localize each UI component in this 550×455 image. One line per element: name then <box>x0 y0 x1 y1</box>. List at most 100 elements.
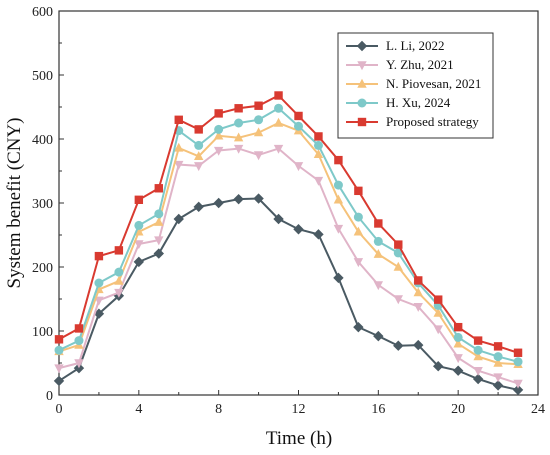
x-tick-label: 12 <box>292 402 306 417</box>
data-point <box>314 132 323 141</box>
data-point <box>234 118 244 128</box>
data-point <box>453 322 463 332</box>
y-tick-label: 100 <box>32 325 53 340</box>
series-line <box>58 147 519 385</box>
data-point <box>453 354 463 364</box>
x-tick-label: 8 <box>215 402 222 417</box>
data-point <box>313 229 324 240</box>
data-point <box>413 302 423 312</box>
data-point <box>213 197 224 209</box>
data-point <box>313 140 323 150</box>
data-point <box>234 104 243 113</box>
data-point <box>154 184 163 193</box>
data-point <box>452 365 464 376</box>
data-point <box>233 193 244 205</box>
data-point <box>354 186 363 196</box>
series-group <box>54 144 523 389</box>
data-point <box>193 201 204 213</box>
x-axis-title: Time (h) <box>266 428 332 449</box>
data-point <box>194 162 204 172</box>
data-point <box>433 307 443 317</box>
data-point <box>54 335 64 344</box>
data-point <box>253 193 264 204</box>
data-point <box>174 160 184 170</box>
data-point <box>114 275 124 285</box>
data-point <box>394 240 403 249</box>
data-point <box>134 220 144 230</box>
series-group <box>54 117 523 368</box>
data-point <box>414 276 423 285</box>
legend-label: Y. Zhu, 2021 <box>386 57 454 72</box>
data-point <box>493 352 503 362</box>
data-point <box>493 357 503 367</box>
data-point <box>74 324 84 333</box>
data-point <box>453 338 463 348</box>
legend-label: H. Xu, 2024 <box>386 95 451 110</box>
series-line <box>58 94 519 354</box>
data-point <box>353 321 364 333</box>
y-tick-label: 400 <box>32 133 53 148</box>
data-point <box>374 219 383 228</box>
legend-label: Proposed strategy <box>386 114 479 129</box>
data-point <box>473 336 483 345</box>
data-point <box>413 339 424 351</box>
series-layer <box>53 91 524 396</box>
data-point <box>293 224 304 235</box>
data-point <box>154 236 164 246</box>
data-point <box>54 345 64 355</box>
data-point <box>333 194 344 204</box>
y-axis-title: System benefit (CNY) <box>4 118 25 289</box>
data-point <box>233 132 244 142</box>
data-point <box>134 195 144 204</box>
data-point <box>154 217 164 226</box>
data-point <box>472 373 484 385</box>
legend-swatch-marker <box>357 98 367 108</box>
data-point <box>153 248 164 259</box>
legend-swatch-marker <box>357 78 367 88</box>
x-tick-label: 0 <box>56 402 63 417</box>
data-point <box>114 246 124 255</box>
data-point <box>473 345 483 355</box>
legend: L. Li, 2022 Y. Zhu, 2021 N. Piovesan, 2021… <box>337 32 494 139</box>
data-point <box>492 380 504 391</box>
data-point <box>94 251 104 261</box>
data-point <box>134 240 144 250</box>
data-point <box>94 278 104 288</box>
data-point <box>233 144 244 154</box>
x-tick-label: 16 <box>371 402 385 417</box>
data-point <box>253 151 264 161</box>
series-line <box>58 107 519 363</box>
data-point <box>274 103 284 113</box>
data-point <box>373 281 384 291</box>
data-point <box>114 288 124 298</box>
data-point <box>294 121 303 131</box>
data-point <box>214 109 223 118</box>
data-point <box>213 146 224 156</box>
data-point <box>513 379 523 389</box>
data-point <box>393 295 403 305</box>
data-point <box>393 261 403 271</box>
data-point <box>74 359 84 369</box>
axes: 0 4 8 12 16 20 24 0 100 200 300 400 500 600 <box>32 5 545 417</box>
y-tick-label: 300 <box>32 197 53 212</box>
data-point <box>493 373 503 383</box>
data-point <box>213 130 224 140</box>
data-point <box>274 91 283 100</box>
data-point <box>393 340 404 351</box>
data-point <box>434 295 443 304</box>
data-point <box>333 224 344 234</box>
data-point <box>253 127 264 137</box>
data-point <box>373 236 383 246</box>
legend-label: L. Li, 2022 <box>386 38 445 53</box>
data-point <box>333 272 344 284</box>
data-point <box>453 332 463 342</box>
data-point <box>433 361 444 372</box>
data-point <box>353 212 363 222</box>
data-point <box>273 144 284 154</box>
data-point <box>313 149 324 159</box>
data-point <box>273 117 284 127</box>
data-point <box>433 325 443 335</box>
data-point <box>293 162 304 172</box>
y-tick-label: 0 <box>46 389 53 404</box>
